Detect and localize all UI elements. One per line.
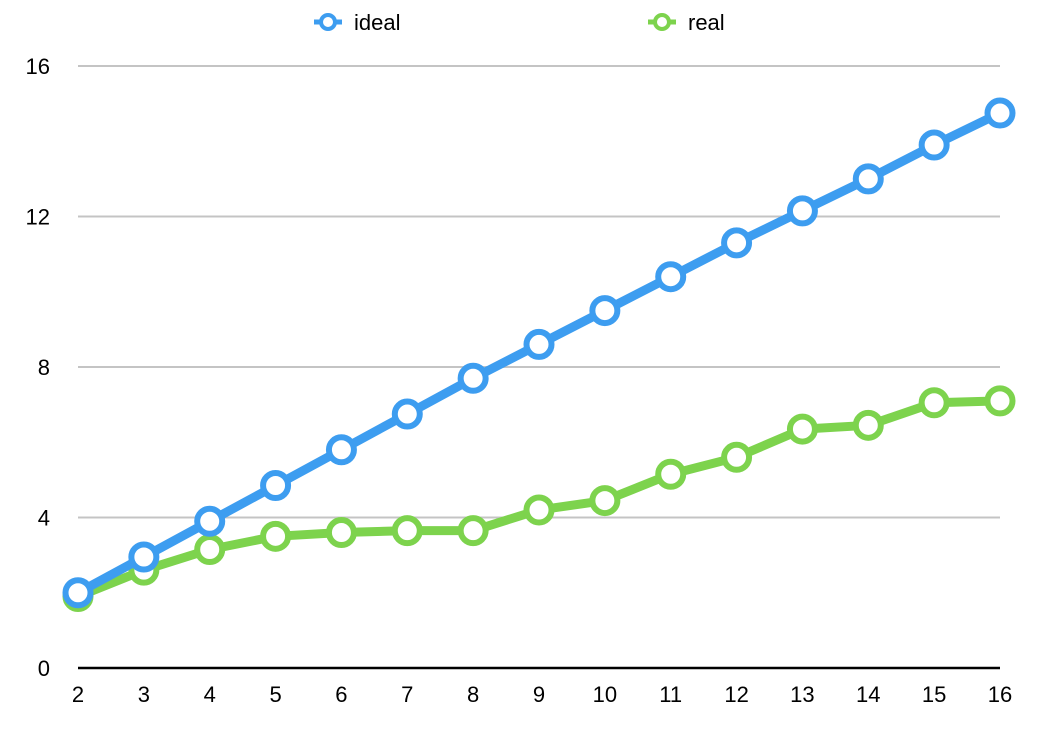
legend-label: ideal (354, 10, 400, 35)
data-point-real (721, 441, 753, 473)
legend-marker-icon (319, 13, 337, 31)
axes: 0 4 8 12 16 2 3 4 5 6 7 8 9 10 11 12 13 14 15 16 (26, 54, 1013, 707)
data-point-ideal (589, 295, 621, 327)
y-tick-label: 8 (38, 355, 50, 380)
data-point-real (589, 485, 621, 517)
x-tick-label: 4 (204, 682, 216, 707)
x-tick-label: 6 (335, 682, 347, 707)
gridlines (78, 65, 1000, 519)
data-point-ideal (786, 195, 818, 227)
data-point-real (655, 458, 687, 490)
legend-item-real: real (648, 10, 725, 35)
y-tick-label: 12 (26, 205, 50, 230)
data-point-ideal (325, 434, 357, 466)
x-tick-label: 5 (269, 682, 281, 707)
data-point-ideal (260, 470, 292, 502)
x-tick-label: 2 (72, 682, 84, 707)
data-point-real (194, 533, 226, 565)
data-point-ideal (62, 577, 94, 609)
data-point-ideal (523, 328, 555, 360)
legend: ideal real (314, 10, 725, 35)
legend-marker-icon (653, 13, 671, 31)
x-tick-label: 15 (922, 682, 946, 707)
data-point-ideal (852, 163, 884, 195)
x-tick-label: 9 (533, 682, 545, 707)
data-point-ideal (721, 227, 753, 259)
data-point-real (260, 520, 292, 552)
y-tick-label: 4 (38, 506, 50, 531)
x-tick-label: 3 (138, 682, 150, 707)
data-point-ideal (194, 505, 226, 537)
legend-item-ideal: ideal (314, 10, 400, 35)
x-tick-label: 11 (659, 682, 682, 707)
x-tick-label: 12 (724, 682, 748, 707)
y-tick-label: 16 (26, 54, 50, 79)
legend-label: real (688, 10, 725, 35)
data-point-ideal (457, 362, 489, 394)
data-point-ideal (391, 398, 423, 430)
data-point-real (786, 413, 818, 445)
series-ideal (62, 97, 1016, 609)
data-point-real (391, 515, 423, 547)
series-group (62, 97, 1016, 613)
data-point-real (523, 494, 555, 526)
data-point-ideal (128, 541, 160, 573)
x-tick-label: 14 (856, 682, 880, 707)
series-real (62, 385, 1016, 613)
data-point-ideal (655, 261, 687, 293)
x-tick-label: 10 (593, 682, 617, 707)
data-point-real (457, 515, 489, 547)
x-tick-label: 8 (467, 682, 479, 707)
data-point-real (984, 385, 1016, 417)
data-point-real (325, 517, 357, 549)
data-point-real (918, 387, 950, 419)
y-tick-label: 0 (38, 656, 50, 681)
x-tick-label: 7 (401, 682, 413, 707)
data-point-ideal (918, 129, 950, 161)
x-tick-label: 13 (790, 682, 814, 707)
data-point-ideal (984, 97, 1016, 129)
data-point-real (852, 409, 884, 441)
x-tick-label: 16 (988, 682, 1012, 707)
